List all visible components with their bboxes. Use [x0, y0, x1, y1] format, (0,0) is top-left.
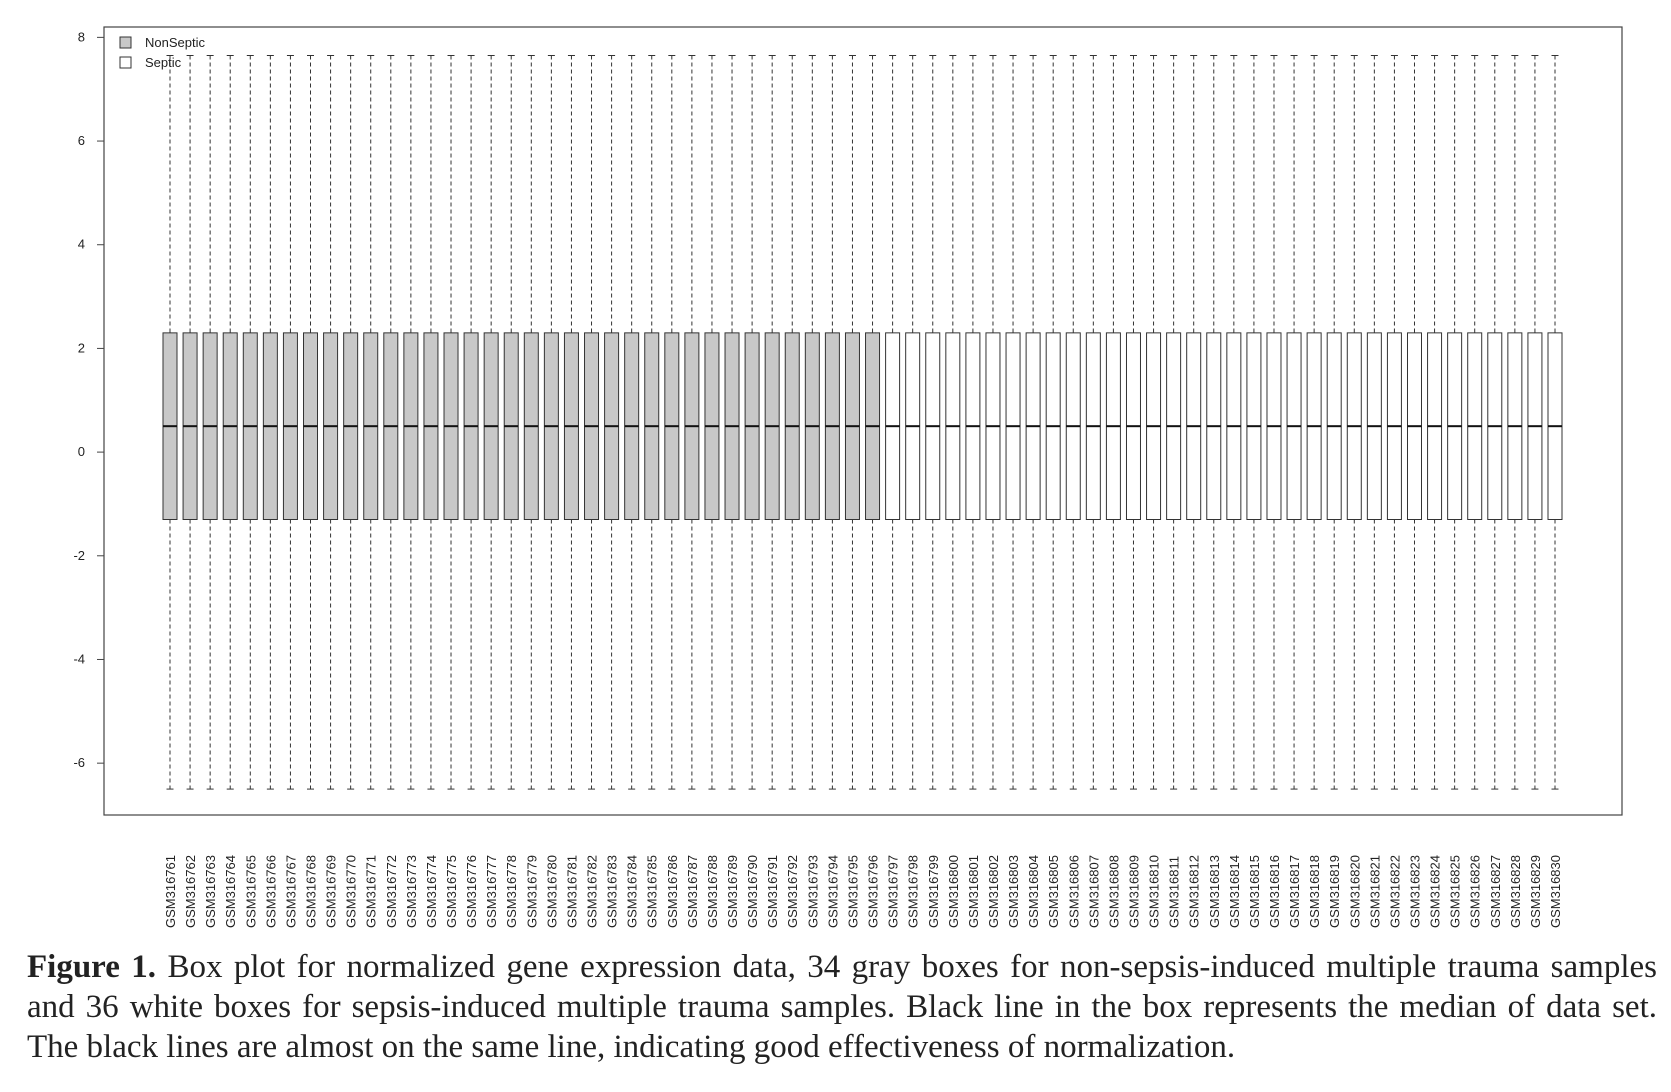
- x-tick-label: GSM316770: [344, 855, 359, 928]
- x-tick-label: GSM316780: [544, 855, 559, 928]
- box-plot-svg: 8 6 4 2 0 -2 -4 -6 GSM316761 GSM316762 GSM316763 GS…: [73, 26, 1623, 928]
- x-tick-label: GSM316783: [605, 855, 620, 928]
- legend-label: NonSeptic: [145, 35, 205, 50]
- x-tick-label: GSM316774: [424, 855, 439, 928]
- x-tick-label: GSM316813: [1207, 855, 1222, 928]
- x-tick-label: GSM316798: [906, 855, 921, 928]
- x-tick-label: GSM316828: [1508, 855, 1523, 928]
- y-tick-label: -4: [73, 651, 85, 666]
- x-tick-label: GSM316802: [986, 855, 1001, 928]
- x-tick-label: GSM316762: [183, 855, 198, 928]
- caption-label: Figure 1.: [27, 949, 157, 985]
- x-tick-label: GSM316791: [765, 855, 780, 928]
- y-tick-label: 6: [78, 133, 85, 148]
- x-tick-label: GSM316792: [785, 855, 800, 928]
- x-tick-label: GSM316807: [1086, 855, 1101, 928]
- x-tick-label: GSM316771: [364, 855, 379, 928]
- x-tick-label: GSM316763: [203, 855, 218, 928]
- x-tick-label: GSM316805: [1046, 855, 1061, 928]
- y-tick-label: 0: [78, 444, 85, 459]
- y-tick-label: 4: [78, 237, 85, 252]
- x-tick-label: GSM316796: [866, 855, 881, 928]
- x-tick-label: GSM316800: [946, 855, 961, 928]
- x-tick-label: GSM316801: [966, 855, 981, 928]
- plot-frame: [103, 26, 1623, 816]
- caption-text: Box plot for normalized gene expression …: [27, 949, 1657, 1065]
- x-tick-label: GSM316789: [725, 855, 740, 928]
- x-tick-label: GSM316767: [283, 855, 298, 928]
- y-tick-label: 8: [78, 29, 85, 44]
- x-tick-label: GSM316806: [1066, 855, 1081, 928]
- x-tick-label: GSM316782: [585, 855, 600, 928]
- x-tick-label: GSM316781: [564, 855, 579, 928]
- x-tick-label: GSM316821: [1367, 855, 1382, 928]
- x-tick-label: GSM316761: [163, 855, 178, 928]
- legend-label: Septic: [145, 55, 182, 70]
- x-tick-label: GSM316787: [685, 855, 700, 928]
- x-tick-label: GSM316823: [1407, 855, 1422, 928]
- x-tick-label: GSM316812: [1187, 855, 1202, 928]
- x-tick-label: GSM316788: [705, 855, 720, 928]
- x-tick-label: GSM316822: [1387, 855, 1402, 928]
- x-tick-label: GSM316773: [404, 855, 419, 928]
- x-tick-label: GSM316797: [886, 855, 901, 928]
- legend-swatch: [119, 36, 132, 49]
- x-tick-label: GSM316829: [1528, 855, 1543, 928]
- x-tick-label: GSM316817: [1287, 855, 1302, 928]
- x-tick-label: GSM316815: [1247, 855, 1262, 928]
- x-tick-label: GSM316826: [1468, 855, 1483, 928]
- x-tick-label: GSM316794: [825, 855, 840, 928]
- x-tick-label: GSM316777: [484, 855, 499, 928]
- x-tick-label: GSM316816: [1267, 855, 1282, 928]
- x-tick-label: GSM316814: [1227, 855, 1242, 928]
- x-tick-label: GSM316811: [1167, 856, 1182, 928]
- x-tick-label: GSM316764: [223, 855, 238, 928]
- x-tick-label: GSM316772: [384, 855, 399, 928]
- x-tick-label: GSM316830: [1548, 855, 1563, 928]
- x-tick-label: GSM316825: [1448, 855, 1463, 928]
- y-tick-label: -6: [73, 755, 85, 770]
- x-tick-label: GSM316785: [645, 855, 660, 928]
- x-tick-label: GSM316818: [1307, 855, 1322, 928]
- x-tick-label: GSM316819: [1327, 855, 1342, 928]
- x-tick-label: GSM316769: [324, 855, 339, 928]
- x-tick-label: GSM316820: [1347, 855, 1362, 928]
- x-tick-label: GSM316808: [1106, 855, 1121, 928]
- x-tick-label: GSM316786: [665, 855, 680, 928]
- x-tick-label: GSM316775: [444, 855, 459, 928]
- x-tick-label: GSM316795: [845, 855, 860, 928]
- x-tick-label: GSM316809: [1126, 855, 1141, 928]
- y-tick-label: 2: [78, 340, 85, 355]
- x-tick-label: GSM316778: [504, 855, 519, 928]
- x-tick-label: GSM316803: [1006, 855, 1021, 928]
- x-tick-label: GSM316784: [625, 855, 640, 928]
- figure-caption: Figure 1. Box plot for normalized gene e…: [27, 947, 1657, 1067]
- box-plot-chart: 8 6 4 2 0 -2 -4 -6 GSM316761 GSM316762 GSM316763 GS…: [73, 26, 1623, 928]
- x-tick-label: GSM316766: [263, 855, 278, 928]
- y-tick-label: -2: [73, 548, 85, 563]
- x-tick-label: GSM316768: [304, 855, 319, 928]
- x-tick-label: GSM316790: [745, 855, 760, 928]
- x-tick-label: GSM316827: [1488, 855, 1503, 928]
- x-tick-label: GSM316810: [1147, 855, 1162, 928]
- x-tick-label: GSM316776: [464, 855, 479, 928]
- x-tick-label: GSM316779: [524, 855, 539, 928]
- x-tick-label: GSM316765: [243, 855, 258, 928]
- legend-swatch: [119, 56, 132, 69]
- x-tick-label: GSM316804: [1026, 855, 1041, 928]
- x-tick-label: GSM316824: [1428, 855, 1443, 928]
- x-tick-label: GSM316793: [805, 855, 820, 928]
- x-tick-label: GSM316799: [926, 855, 941, 928]
